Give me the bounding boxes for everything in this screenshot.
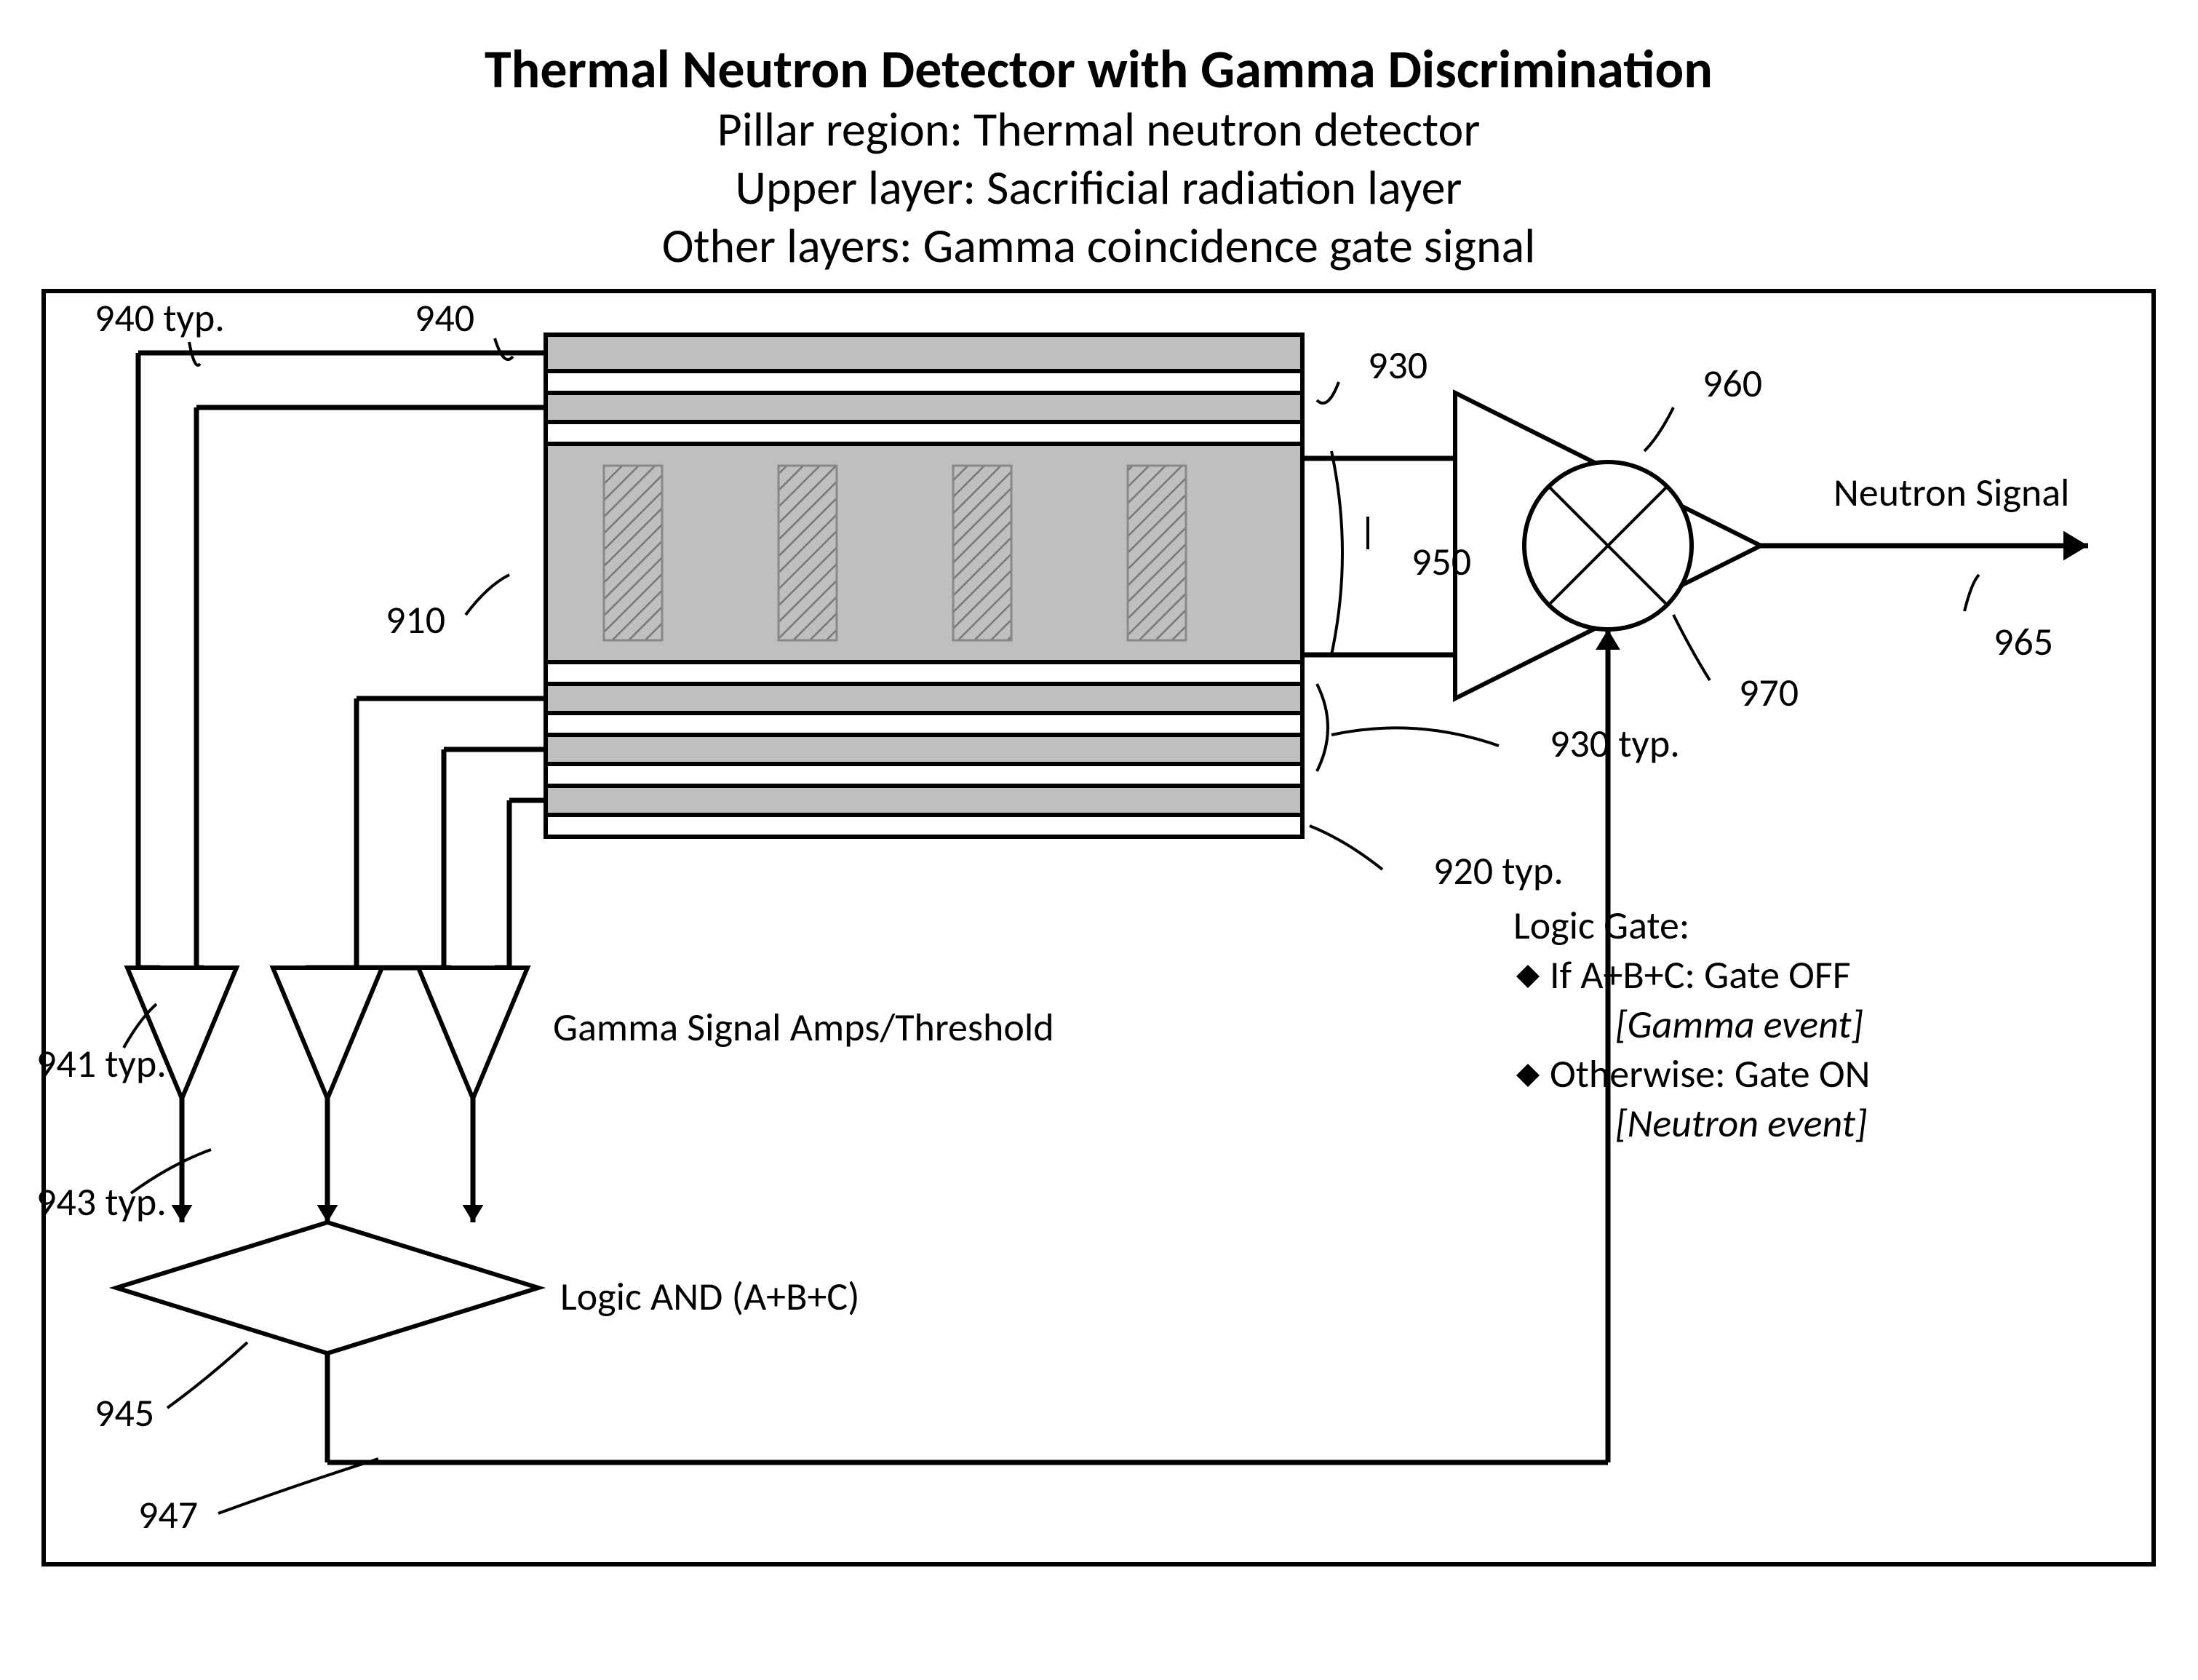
callout-l947: 947 (138, 1491, 198, 1539)
title-sub: Other layers: Gamma coincidence gate sig… (662, 216, 1536, 275)
callout-l941typ: 941 typ. (36, 1040, 167, 1088)
callout-leader (218, 1459, 378, 1513)
callout-leader (1331, 728, 1499, 746)
logic-and-diamond (116, 1222, 538, 1353)
callout-leader (495, 338, 513, 359)
callout-l930: 930 (1368, 341, 1427, 389)
gamma-amps-label: Gamma Signal Amps/Threshold (553, 1003, 1054, 1051)
logic-gate-rule: If A+B+C: Gate OFF (1550, 951, 1851, 999)
title-sub: Pillar region: Thermal neutron detector (717, 100, 1481, 159)
brace (1317, 684, 1328, 771)
pillar (604, 466, 662, 640)
pillar (953, 466, 1011, 640)
bullet-icon (1516, 1064, 1540, 1087)
logic-and-label: Logic AND (A+B+C) (560, 1273, 860, 1321)
callout-l930typ: 930 typ. (1550, 720, 1680, 768)
callout-leader (466, 575, 509, 615)
callout-l940typ_left: 940 typ. (95, 294, 225, 342)
callout-leader (167, 1342, 247, 1408)
callout-l965: 965 (1994, 618, 2053, 666)
callout-l945: 945 (95, 1389, 154, 1437)
neutron-signal-label: Neutron Signal (1833, 469, 2069, 517)
logic-gate-rule: Otherwise: Gate ON (1550, 1050, 1870, 1098)
callout-leader (1310, 826, 1382, 869)
gamma-amp (273, 968, 382, 1099)
callout-l910: 910 (386, 596, 445, 644)
callout-l970: 970 (1739, 669, 1799, 717)
logic-gate-rule: [Gamma event] (1615, 1000, 1863, 1048)
callout-leader (1644, 407, 1673, 451)
title-main: Thermal Neutron Detector with Gamma Disc… (485, 36, 1713, 102)
callout-l950: 950 (1411, 538, 1471, 586)
brace (1331, 451, 1342, 655)
callout-l920typ: 920 typ. (1433, 847, 1564, 895)
logic-gate-rule: [Neutron event] (1615, 1099, 1867, 1147)
logic-gate-title: Logic Gate: (1513, 901, 1689, 950)
gamma-amp (418, 968, 527, 1099)
callout-leader (1673, 615, 1710, 680)
callout-leader (1317, 382, 1339, 403)
callout-l960: 960 (1703, 359, 1762, 407)
pillar (1128, 466, 1186, 640)
callout-l940: 940 (415, 294, 474, 342)
callout-l943typ: 943 typ. (36, 1178, 167, 1226)
pillar (779, 466, 837, 640)
title-sub: Upper layer: Sacrificial radiation layer (736, 158, 1462, 217)
callout-leader (1964, 575, 1979, 611)
bullet-icon (1516, 965, 1540, 988)
